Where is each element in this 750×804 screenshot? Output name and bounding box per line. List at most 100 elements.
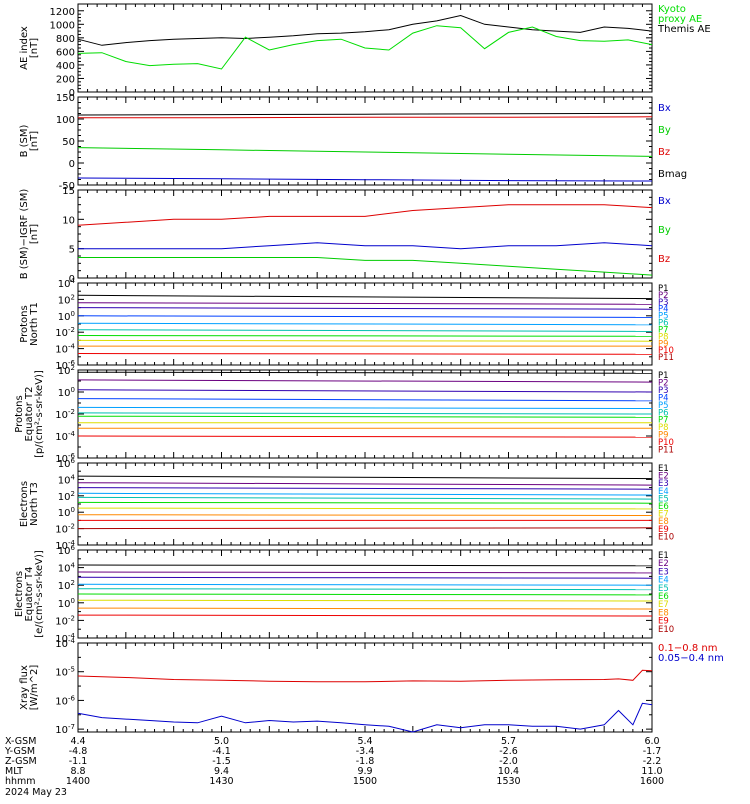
y-tick-label: 800 [56, 34, 75, 45]
series-line-bz [78, 116, 653, 119]
y-axis-label: North T1 [29, 302, 40, 346]
legend-entry: proxy AE [658, 14, 702, 25]
footer-row-label: MLT [5, 766, 23, 777]
footer-row-label: Z-GSM [5, 756, 37, 767]
y-tick-label: 50 [62, 137, 75, 148]
series-line-0-05-0-4-nm [77, 702, 653, 733]
y-tick-label: 5 [69, 245, 75, 256]
legend-entry: P2 [658, 378, 669, 388]
series-line-p4 [77, 315, 653, 318]
footer-value: 8.8 [70, 766, 85, 777]
y-axis-label: North T3 [29, 482, 40, 526]
series-line-e6 [77, 593, 653, 596]
y-axis-label: [nT] [29, 224, 40, 244]
series-line-p5 [77, 406, 653, 409]
footer-value: 5.7 [501, 736, 516, 747]
footer-value: -4.1 [212, 746, 231, 757]
y-tick-label: 150 [56, 93, 75, 104]
footer-value: 6.0 [644, 736, 659, 747]
series-line-e3 [77, 576, 653, 579]
legend-entry: E6 [658, 592, 669, 602]
series-line-e1 [77, 475, 653, 480]
legend-entry: P10 [658, 438, 674, 448]
legend-entry: E4 [658, 576, 669, 586]
legend-entry: P6 [658, 319, 669, 329]
series-line-0-1-0-8-nm [77, 669, 653, 683]
y-axis-label: [nT] [29, 38, 40, 58]
series-line-bx [78, 242, 653, 250]
footer-value: -2.2 [643, 756, 662, 767]
series-line-p5 [77, 322, 653, 326]
legend-entry: P9 [658, 431, 669, 441]
series-line-e8 [77, 607, 653, 610]
legend-entry: 0.05−0.4 nm [658, 653, 724, 664]
legend-entry: E6 [658, 502, 669, 512]
legend-entry: E5 [658, 494, 669, 504]
panel-2: -50 0 50 100 150 B (SM) [nT] Bx By Bz Bmag [19, 93, 687, 192]
legend-entry: P11 [658, 353, 674, 363]
legend-entry: E1 [658, 551, 669, 561]
series-line-p3 [77, 389, 653, 393]
footer-value: 1530 [496, 776, 520, 787]
series-line-p3 [77, 307, 653, 310]
series-line-p4 [77, 398, 653, 402]
legend-entry: By [658, 225, 671, 236]
series-line-e4 [77, 583, 653, 586]
series-line-p7 [77, 335, 653, 337]
series-line-p8 [77, 339, 653, 342]
legend-entry: P1 [658, 284, 669, 294]
footer-value: 11.0 [641, 766, 662, 777]
y-axis-label: Protons [14, 395, 25, 432]
series-line-p6 [77, 412, 653, 415]
footer-value: 9.4 [214, 766, 229, 777]
series-line-e6 [77, 501, 653, 504]
series-line-e1 [77, 564, 653, 567]
footer-value: -3.4 [356, 746, 375, 757]
series-line-by [77, 147, 653, 157]
footer-value: -1.5 [212, 756, 231, 767]
series-line-p1 [77, 294, 653, 300]
panel-1: 0 200 400 600 800 1000 1200 AE index [nT] Kyotopr… [19, 3, 711, 99]
series-line-e2 [77, 482, 653, 486]
y-tick-label: 10 [62, 215, 75, 226]
date-label: 2024 May 23 [5, 787, 67, 798]
footer-value: 5.4 [357, 736, 372, 747]
y-axis-label: B (SM)−IGRF (SM) [19, 189, 30, 280]
series-line-p10 [77, 435, 653, 438]
y-tick-label: 0 [69, 274, 75, 285]
y-tick-label: 0 [69, 88, 75, 99]
y-axis-label: [W/m^2] [29, 665, 40, 711]
legend-entry: E7 [658, 510, 669, 520]
legend-entry: Bmag [658, 169, 687, 180]
footer-value: 5.0 [214, 736, 229, 747]
legend-entry: E2 [658, 472, 669, 482]
legend-entry: E3 [658, 479, 669, 489]
legend-entry: E5 [658, 584, 669, 594]
footer-value: 10.4 [498, 766, 519, 777]
legend-entry: Kyoto [658, 4, 686, 15]
legend-entry: P3 [658, 386, 669, 396]
footer-value: -4.8 [69, 746, 88, 757]
legend-entry: P8 [658, 423, 669, 433]
y-axis-label: B (SM) [19, 124, 30, 157]
legend-entry: P5 [658, 312, 669, 322]
series-line-e7 [77, 507, 653, 510]
x-axis-footer: X-GSM 4.4 5.0 5.4 5.7 6.0 Y-GSM -4.8 -4.1 -3.4 -2.… [4, 736, 664, 798]
legend-entry: P3 [658, 298, 669, 308]
legend-entry: P10 [658, 346, 674, 356]
legend-entry: E2 [658, 559, 669, 569]
y-tick-label: 200 [56, 74, 75, 85]
legend-entry: P4 [658, 393, 669, 403]
legend-entry: P2 [658, 291, 669, 301]
series-line-kyoto-proxy-ae [77, 25, 653, 70]
y-tick-label: 100 [56, 115, 75, 126]
series-line-p1 [77, 371, 653, 374]
y-axis-label: Electrons [19, 481, 30, 527]
legend-entry: E10 [658, 532, 674, 542]
y-axis-label: Equator T4 [24, 567, 35, 622]
footer-value: -2.0 [499, 756, 518, 767]
